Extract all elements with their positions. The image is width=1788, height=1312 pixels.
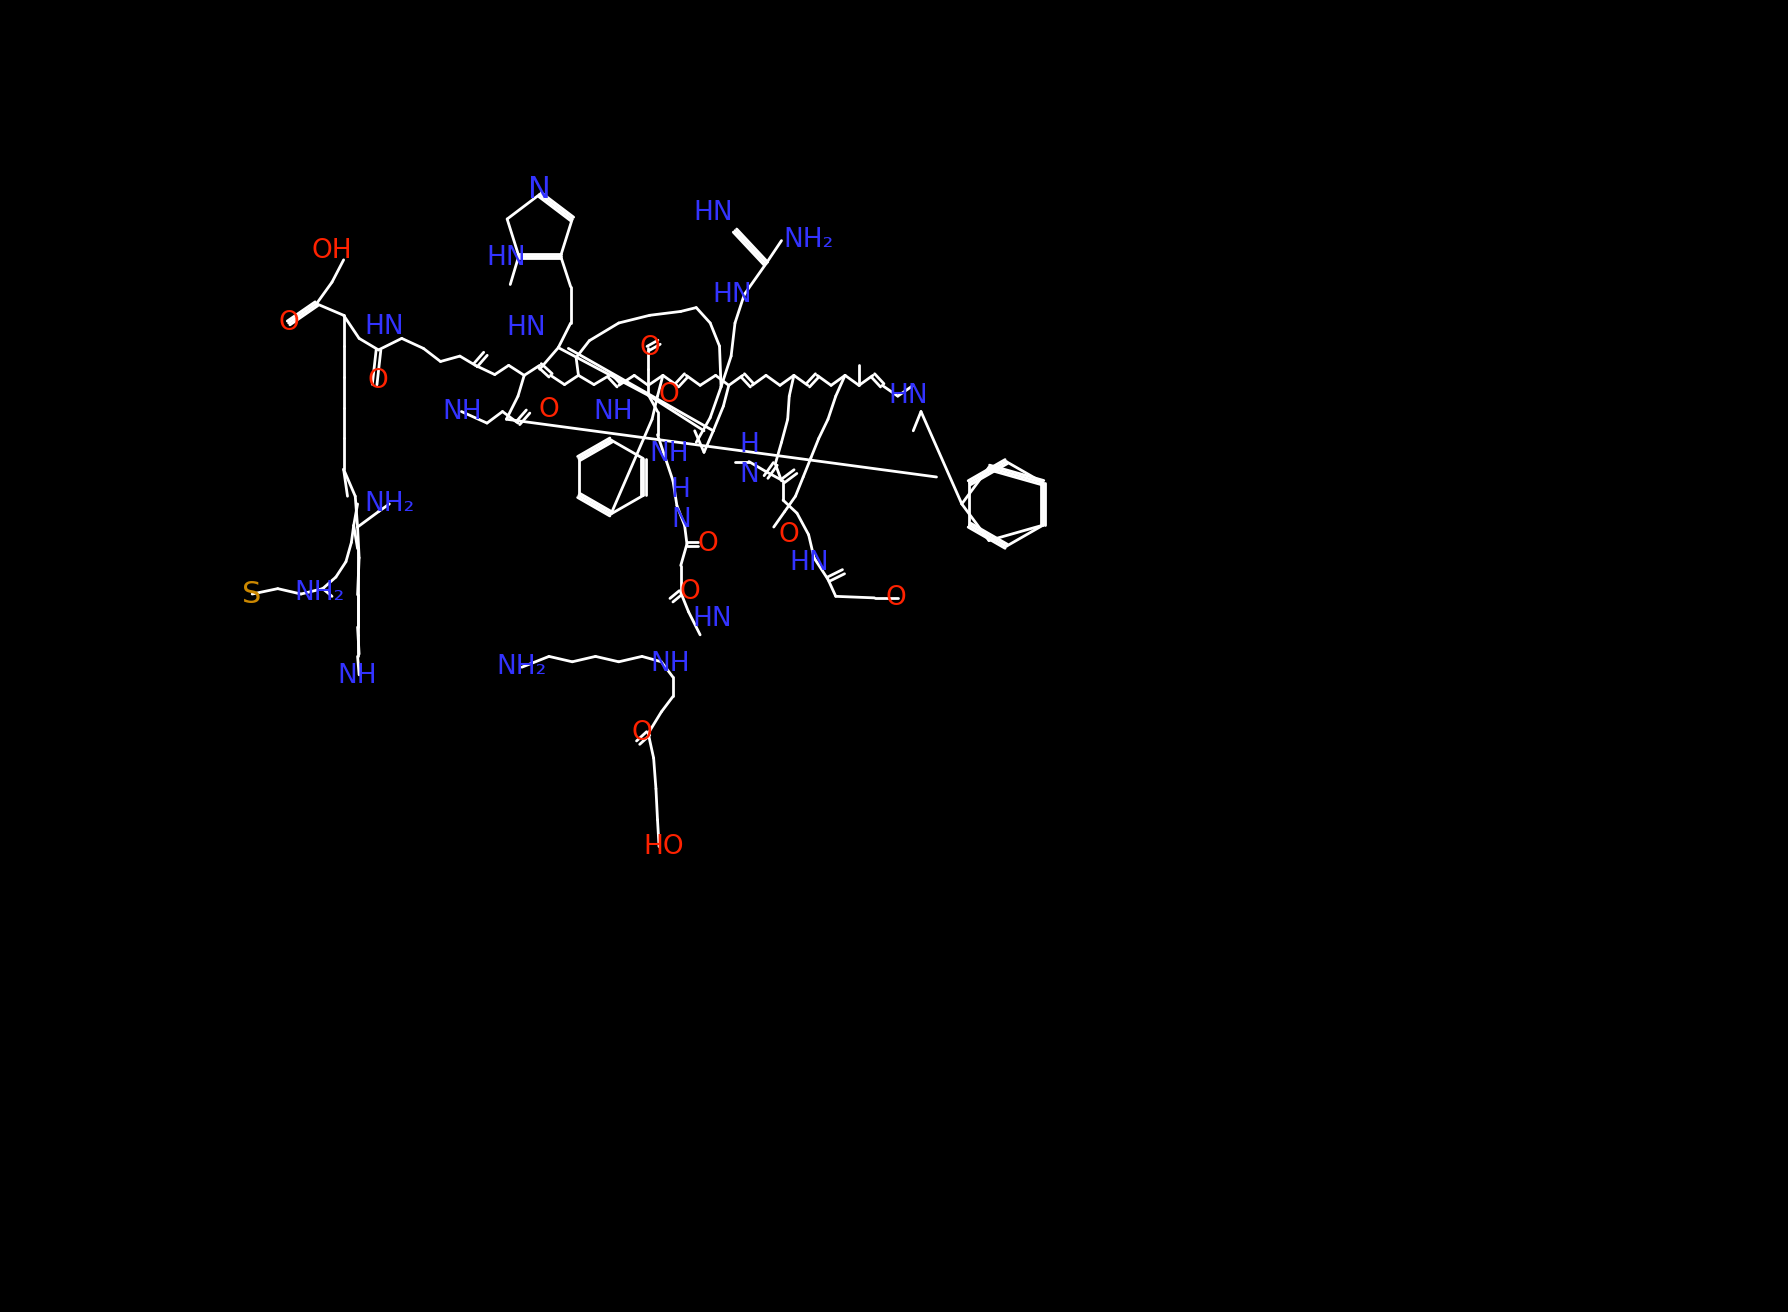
Text: HO: HO	[644, 833, 685, 859]
Text: HN: HN	[506, 315, 547, 341]
Text: NH: NH	[651, 651, 690, 677]
Text: N: N	[527, 176, 551, 205]
Text: O: O	[279, 310, 299, 336]
Text: NH₂: NH₂	[497, 655, 547, 680]
Text: O: O	[640, 336, 660, 361]
Text: HN: HN	[713, 282, 753, 307]
Text: NH₂: NH₂	[783, 227, 833, 253]
Text: NH: NH	[649, 441, 688, 467]
Text: HN: HN	[694, 199, 733, 226]
Text: O: O	[631, 720, 653, 747]
Text: O: O	[679, 580, 701, 606]
Text: O: O	[697, 531, 719, 558]
Text: HN: HN	[486, 244, 526, 270]
Text: NH₂: NH₂	[365, 491, 415, 517]
Text: HN: HN	[692, 606, 731, 632]
Text: O: O	[538, 398, 560, 422]
Text: NH: NH	[594, 399, 633, 425]
Text: OH: OH	[311, 239, 352, 265]
Text: S: S	[243, 580, 261, 609]
Text: O: O	[885, 585, 907, 611]
Text: HN: HN	[790, 550, 830, 576]
Text: NH: NH	[442, 399, 483, 425]
Text: H
N: H N	[738, 432, 758, 488]
Text: H
N: H N	[670, 478, 690, 534]
Text: HN: HN	[365, 314, 404, 340]
Text: NH: NH	[338, 663, 377, 689]
Text: O: O	[367, 367, 388, 394]
Text: O: O	[658, 382, 679, 408]
Text: HN: HN	[889, 383, 928, 409]
Text: O: O	[780, 522, 799, 547]
Text: NH₂: NH₂	[295, 580, 345, 606]
